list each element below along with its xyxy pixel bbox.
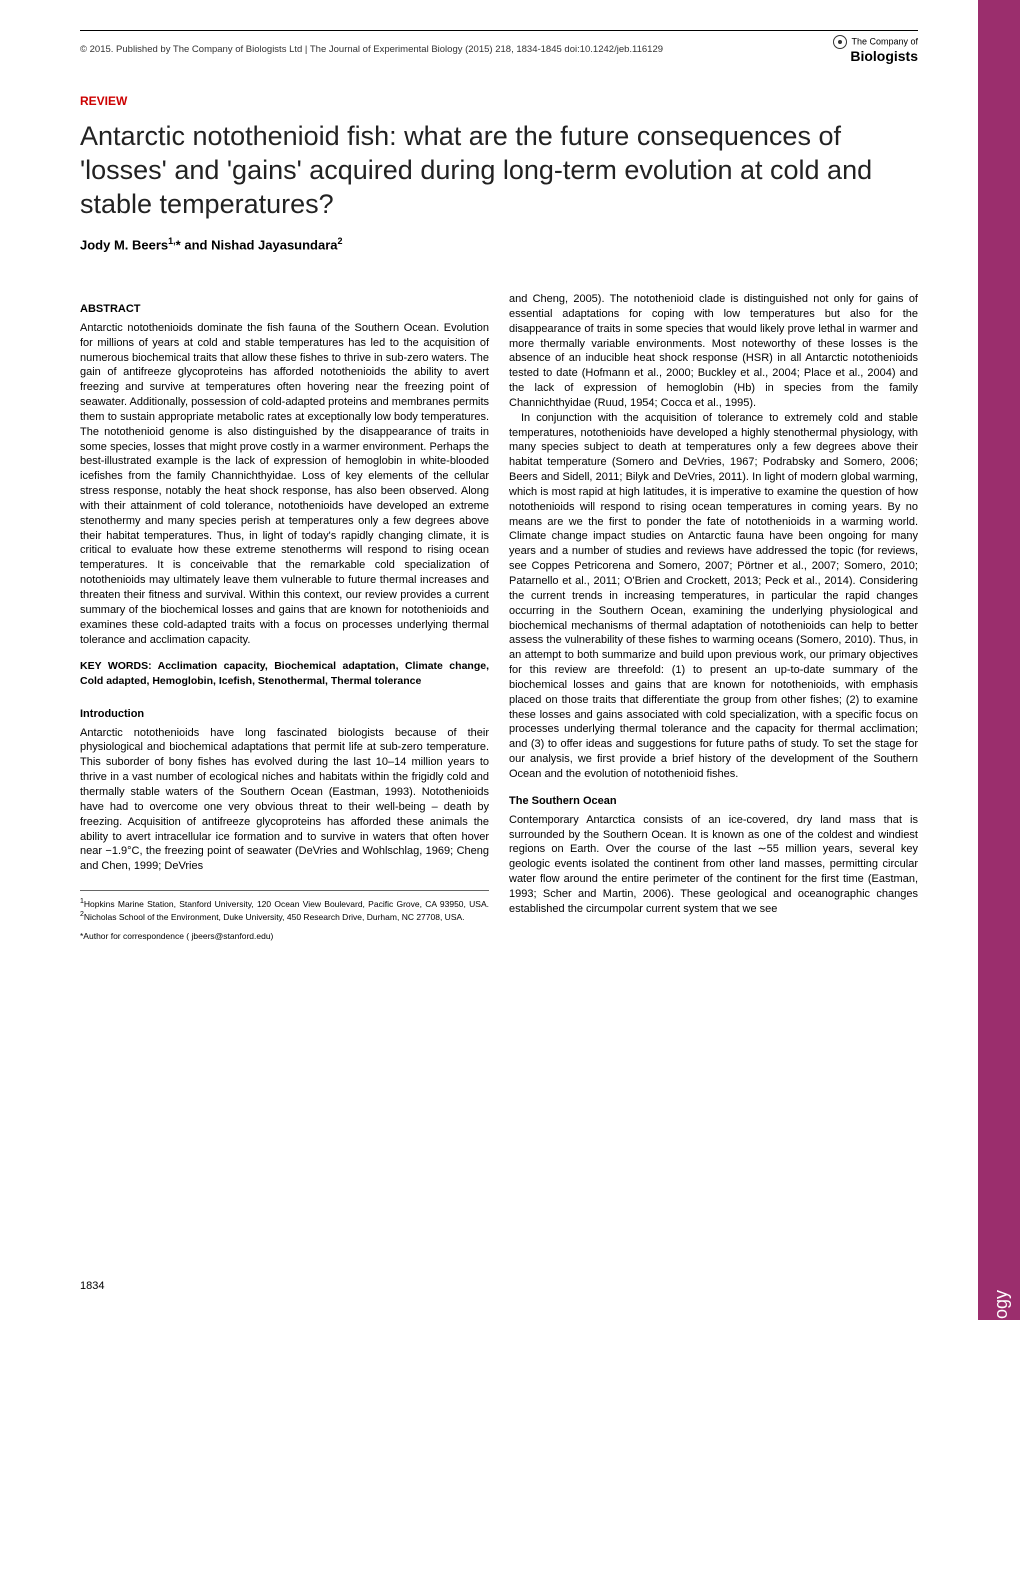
footnote-rule (80, 890, 489, 891)
logo-top-text: The Company of (851, 36, 918, 46)
intro-paragraph: Antarctic notothenioids have long fascin… (80, 726, 489, 874)
header-row: © 2015. Published by The Company of Biol… (80, 35, 918, 64)
col2-continuation: and Cheng, 2005). The notothenioid clade… (509, 292, 918, 411)
col2-paragraph-2: In conjunction with the acquisition of t… (509, 411, 918, 782)
correspondence-footnote: *Author for correspondence ( jbeers@stan… (80, 931, 489, 942)
keywords-line: KEY WORDS: Acclimation capacity, Biochem… (80, 659, 489, 688)
article-title: Antarctic notothenioid fish: what are th… (80, 120, 918, 221)
southern-ocean-body: Contemporary Antarctica consists of an i… (509, 813, 918, 917)
right-column: and Cheng, 2005). The notothenioid clade… (509, 292, 918, 942)
sidebar-journal-name: The Journal of Experimental Biology (991, 1290, 1012, 1579)
two-column-layout: ABSTRACT Antarctic notothenioids dominat… (80, 292, 918, 942)
southern-ocean-heading: The Southern Ocean (509, 794, 918, 809)
affiliation-footnote: 1Hopkins Marine Station, Stanford Univer… (80, 897, 489, 923)
journal-sidebar: The Journal of Experimental Biology (978, 0, 1020, 1320)
abstract-body: Antarctic notothenioids dominate the fis… (80, 321, 489, 648)
logo-icon (833, 35, 847, 49)
copyright-text: © 2015. Published by The Company of Biol… (80, 44, 663, 55)
authors-line: Jody M. Beers1,* and Nishad Jayasundara2 (80, 236, 918, 252)
publisher-logo: The Company of Biologists (833, 35, 918, 64)
left-column: ABSTRACT Antarctic notothenioids dominat… (80, 292, 489, 942)
page-number: 1834 (80, 1280, 104, 1292)
article-type-label: REVIEW (80, 94, 918, 108)
header-rule (80, 30, 918, 31)
introduction-heading: Introduction (80, 707, 489, 722)
logo-bottom-text: Biologists (850, 48, 918, 64)
abstract-heading: ABSTRACT (80, 302, 489, 317)
page-content: © 2015. Published by The Company of Biol… (0, 0, 978, 972)
introduction-body: Antarctic notothenioids have long fascin… (80, 726, 489, 874)
